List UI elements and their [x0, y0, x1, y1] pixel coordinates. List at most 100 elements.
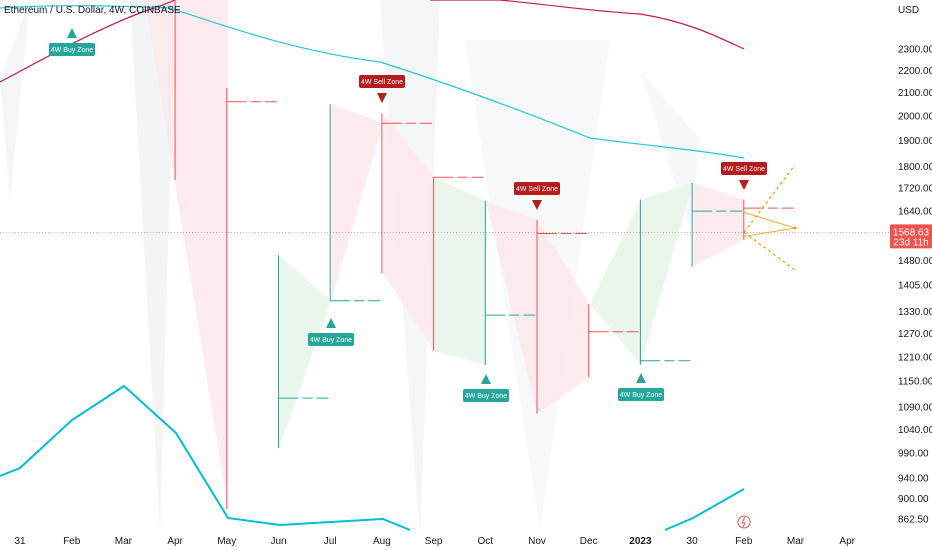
candle [691, 182, 743, 267]
bull-fill [590, 182, 693, 365]
zone-label: 4W Buy Zone [465, 393, 508, 400]
flash-icon-circle [737, 515, 751, 529]
y-tick-label: 1090.00 [898, 402, 932, 413]
ma-slow-line [0, 0, 745, 83]
candle [381, 113, 432, 274]
bear-fill [145, 0, 228, 508]
zone-label-box [721, 162, 767, 175]
candle [174, 0, 176, 180]
zone-label: 4W Sell Zone [516, 186, 558, 193]
bull-fill [434, 177, 486, 365]
buy-zone-marker: 4W Buy Zone [308, 318, 354, 346]
candle [639, 199, 691, 365]
arrow-up-icon [481, 374, 491, 384]
y-tick-label: 2100.00 [898, 88, 932, 99]
projection-mid [743, 212, 796, 229]
y-tick-label: 1480.00 [898, 256, 932, 267]
flash-icon-bolt [741, 516, 746, 528]
x-tick-label: Aug [373, 536, 391, 547]
x-tick-label: Feb [735, 536, 753, 547]
projection-lower [743, 231, 796, 271]
buy-zone-marker: 4W Buy Zone [49, 28, 95, 56]
y-tick-label: 1720.00 [898, 184, 932, 195]
projection-cone [743, 164, 797, 271]
zone-label: 4W Buy Zone [310, 337, 353, 344]
projection-mid [743, 227, 796, 237]
x-tick-label: Jun [270, 536, 286, 547]
x-tick-label: Oct [478, 536, 494, 547]
arrow-down-icon [377, 93, 387, 103]
zone-label-box [49, 43, 95, 56]
bear-fill [331, 104, 383, 301]
zone-label: 4W Buy Zone [51, 47, 94, 54]
y-tick-label: 1330.00 [898, 307, 932, 318]
y-tick-label: 2000.00 [898, 111, 932, 122]
y-tick-label: 1270.00 [898, 329, 932, 340]
y-tick-label: 862.50 [898, 515, 929, 526]
x-tick-label: Apr [839, 536, 855, 547]
y-tick-label: 1900.00 [898, 136, 932, 147]
last-price-value: 1568.63 [893, 227, 930, 238]
candle [588, 304, 639, 377]
arrow-up-icon [326, 318, 336, 328]
candle [743, 199, 794, 240]
bear-fill [486, 200, 590, 414]
price-axis[interactable]: 862.50 900.00 940.00 990.00 1040.00 1090.00 11… [898, 45, 932, 526]
arrow-down-icon [532, 200, 542, 210]
zone-label-box [308, 333, 354, 346]
y-tick-label: 940.00 [898, 473, 929, 484]
bull-fill [279, 255, 331, 449]
buy-zone-marker: 4W Buy Zone [463, 374, 509, 402]
zone-label: 4W Sell Zone [723, 166, 765, 173]
y-tick-label: 1150.00 [898, 377, 932, 388]
x-tick-label: 31 [14, 536, 26, 547]
candle [329, 104, 381, 302]
y-tick-label: 1800.00 [898, 162, 932, 173]
y-tick-label: 900.00 [898, 494, 929, 505]
x-tick-label: Jul [324, 536, 337, 547]
projection-point [793, 226, 797, 230]
zone-label: 4W Buy Zone [620, 392, 663, 399]
flash-icon[interactable] [737, 515, 751, 529]
x-tick-label: 30 [687, 536, 699, 547]
x-tick-label: May [217, 536, 236, 547]
price-tag-box [890, 224, 932, 249]
candle [226, 88, 277, 510]
buy-zone-marker: 4W Buy Zone [618, 373, 664, 401]
x-tick-label: Mar [787, 536, 805, 547]
candle [433, 176, 484, 351]
y-tick-label: 2300.00 [898, 45, 932, 56]
ghost-band [0, 0, 30, 200]
candle [536, 219, 587, 414]
y-tick-label: 1405.00 [898, 281, 932, 292]
currency-label: USD [898, 5, 919, 16]
arrow-down-icon [739, 180, 749, 190]
sell-zone-marker: 4W Sell Zone [721, 162, 767, 190]
sell-zone-marker: 4W Sell Zone [514, 182, 560, 210]
time-axis[interactable]: 31 Feb Mar Apr May Jun Jul Aug Sep Oct Nov Dec 2023 3… [14, 536, 855, 547]
zone-markers: 4W Buy Zone 4W Sell Zone 4W Buy Zone 4W Sel… [49, 28, 767, 402]
arrow-up-icon [67, 28, 77, 38]
candle [484, 200, 536, 365]
y-tick-label: 2200.00 [898, 66, 932, 77]
zone-label-box [618, 388, 664, 401]
y-tick-label: 1040.00 [898, 425, 932, 436]
x-tick-label: Nov [528, 536, 546, 547]
countdown-value: 23d 11h [893, 237, 928, 248]
zone-label-box [514, 182, 560, 195]
oscillator-line [0, 384, 745, 531]
projection-upper [743, 164, 796, 233]
zone-label-box [359, 75, 405, 88]
candle-series [174, 0, 794, 510]
x-tick-label: Feb [63, 536, 81, 547]
x-tick-label: Dec [580, 536, 598, 547]
ma-mid-line [0, 5, 745, 159]
candle [278, 255, 329, 449]
y-tick-label: 1640.00 [898, 207, 932, 218]
zone-label-box [463, 389, 509, 402]
sell-zone-marker: 4W Sell Zone [359, 75, 405, 103]
ghost-band [130, 0, 175, 530]
y-tick-label: 990.00 [898, 448, 929, 459]
